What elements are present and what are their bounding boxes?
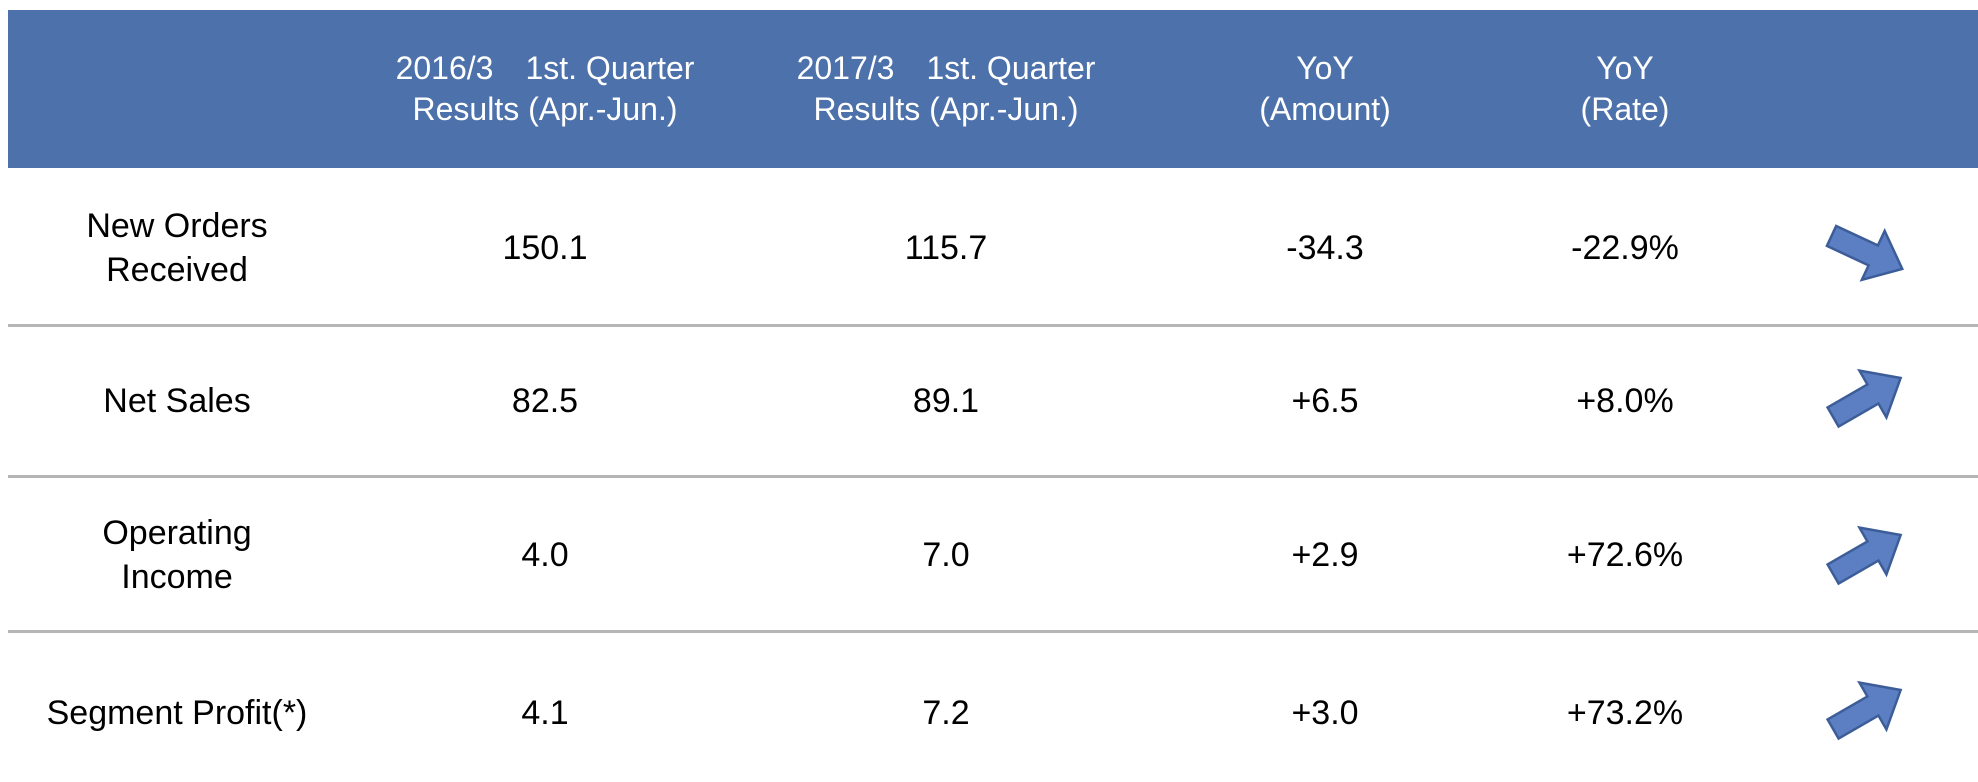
text-line: (Rate)	[1580, 91, 1670, 127]
column-header: 2016/3 1st. Quarter Results (Apr.-Jun.)	[396, 48, 695, 130]
row-label: Net Sales	[103, 379, 250, 423]
arrow-down	[1818, 210, 1915, 295]
value-cell: 7.2	[922, 694, 970, 732]
value-cell: 82.5	[511, 382, 579, 420]
row-label: Segment Profit(*)	[47, 691, 308, 735]
row-separator	[8, 324, 1978, 327]
text-line: Received	[106, 251, 248, 289]
value-cell: +73.2%	[1566, 694, 1684, 732]
text-line: Results (Apr.-Jun.)	[813, 91, 1079, 127]
value-cell: +8.0%	[1576, 382, 1674, 420]
text-line: Income	[121, 558, 233, 596]
value-cell: -22.9%	[1571, 229, 1679, 267]
column-header: YoY (Amount)	[1259, 48, 1391, 130]
row-label: Operating Income	[102, 511, 251, 599]
column-header: YoY (Rate)	[1581, 48, 1670, 130]
arrow-up	[1818, 665, 1916, 754]
text-line: YoY	[1296, 50, 1354, 86]
text-line: New Orders	[86, 207, 268, 245]
row-separator	[8, 630, 1978, 633]
text-line: Net Sales	[103, 382, 251, 420]
column-header: 2017/3 1st. Quarter Results (Apr.-Jun.)	[797, 48, 1096, 130]
text-line: 2017/3 1st. Quarter	[796, 50, 1096, 86]
value-cell: -34.3	[1286, 229, 1364, 267]
text-line: 2016/3 1st. Quarter	[395, 50, 695, 86]
value-cell: 4.0	[521, 536, 569, 574]
value-cell: 115.7	[904, 229, 988, 267]
row-separator	[8, 475, 1978, 478]
value-cell: 89.1	[912, 382, 980, 420]
row-label: New Orders Received	[86, 204, 267, 292]
text-line: Segment Profit(*)	[46, 694, 308, 732]
arrow-up	[1818, 353, 1916, 442]
value-cell: +2.9	[1291, 536, 1359, 574]
arrow-up	[1818, 510, 1916, 599]
value-cell: 7.0	[922, 536, 970, 574]
text-line: Results (Apr.-Jun.)	[412, 91, 678, 127]
value-cell: 150.1	[502, 229, 588, 267]
value-cell: +6.5	[1291, 382, 1359, 420]
value-cell: +72.6%	[1566, 536, 1684, 574]
text-line: Operating	[102, 514, 252, 552]
value-cell: +3.0	[1291, 694, 1359, 732]
text-line: (Amount)	[1259, 91, 1391, 127]
text-line: YoY	[1596, 50, 1654, 86]
value-cell: 4.1	[521, 694, 569, 732]
header-band	[8, 10, 1978, 168]
